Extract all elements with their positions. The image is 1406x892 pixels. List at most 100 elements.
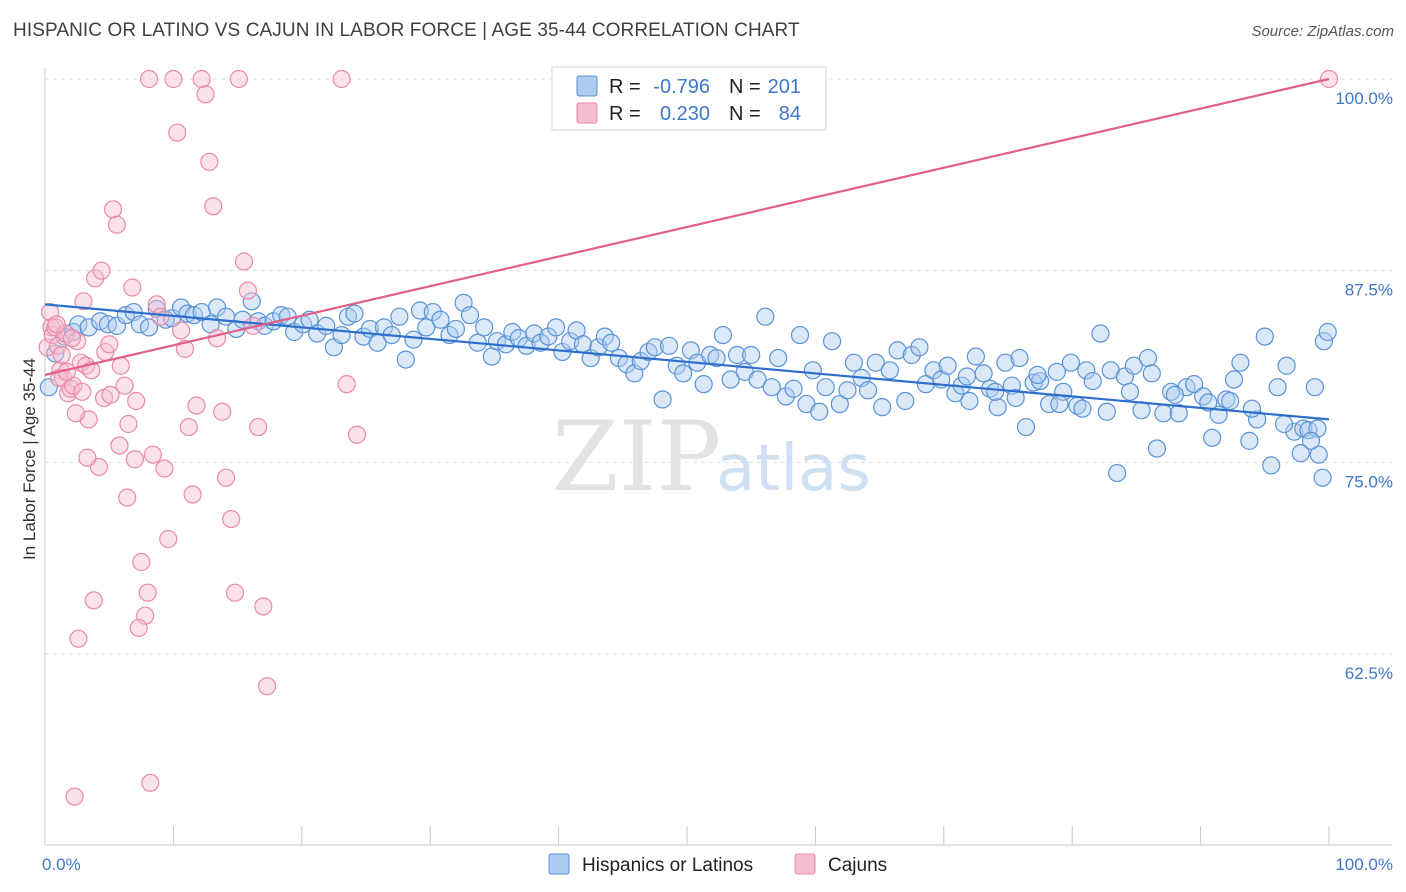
- cajuns-point: [100, 335, 119, 354]
- hispanics-point: [659, 336, 679, 355]
- cajuns-point: [155, 459, 174, 478]
- hispanics-point: [910, 338, 929, 357]
- hispanics-point: [721, 370, 740, 389]
- cajuns-point: [249, 417, 268, 437]
- hispanics-point: [960, 391, 979, 411]
- watermark-atlas: atlas: [716, 432, 871, 506]
- hispanics-point: [803, 361, 822, 380]
- hispanics-point: [1242, 399, 1262, 418]
- bottom-legend: Hispanics or Latinos Cajuns: [548, 853, 887, 876]
- cajuns-point: [47, 315, 66, 334]
- hispanics-point: [1047, 362, 1066, 381]
- hispanics-point: [1124, 356, 1143, 375]
- hispanics-point: [1120, 382, 1140, 401]
- series-cajuns-points: [38, 69, 1339, 806]
- cajuns-point: [151, 307, 170, 326]
- cajuns-point: [204, 197, 223, 216]
- hispanics-point: [1061, 353, 1081, 372]
- hispanics-point: [374, 318, 394, 337]
- hispanics-point: [830, 394, 849, 414]
- cajuns-point: [216, 468, 236, 487]
- hispanics-point: [639, 342, 658, 362]
- x-tick-labels: 0.0% 100.0%: [42, 855, 1393, 874]
- hispanics-point: [482, 347, 501, 366]
- hispanics-point: [1132, 401, 1151, 420]
- hispanics-point: [784, 379, 803, 398]
- hispanics-point: [460, 306, 480, 325]
- hispanics-point: [345, 304, 364, 323]
- hispanics-point: [996, 353, 1015, 372]
- cajuns-point: [123, 278, 142, 297]
- cajuns-point: [62, 329, 82, 348]
- cajuns-point: [125, 450, 144, 469]
- cajuns-point: [65, 787, 84, 806]
- cajuns-point: [84, 591, 103, 610]
- hispanics-point: [1221, 391, 1240, 411]
- hispanics-point: [986, 382, 1005, 401]
- cajuns-point: [107, 215, 127, 234]
- cajuns-point: [66, 404, 85, 423]
- cajuns-point: [225, 583, 245, 602]
- legend-n-value-0: 201: [768, 76, 801, 98]
- hispanics-point: [1318, 322, 1337, 342]
- hispanics-point: [1301, 431, 1321, 450]
- hispanics-point: [390, 307, 409, 326]
- chart-source: Source: ZipAtlas.com: [1251, 23, 1394, 40]
- cajuns-point: [347, 425, 367, 444]
- cajuns-point: [74, 292, 93, 311]
- cajuns-point: [200, 152, 219, 171]
- hispanics-point: [1165, 385, 1185, 404]
- hispanics-point: [1199, 393, 1218, 412]
- hispanics-point: [873, 398, 892, 417]
- legend-r-label-0: R =: [609, 76, 641, 98]
- hispanics-point: [1077, 361, 1096, 380]
- hispanics-point: [475, 318, 494, 337]
- cajuns-point: [196, 85, 215, 104]
- hispanics-point: [332, 325, 351, 345]
- hispanics-point: [653, 390, 672, 409]
- hispanics-point: [1231, 353, 1250, 372]
- bottom-legend-hispanics: Hispanics or Latinos: [582, 855, 753, 876]
- y-tick-label: 62.5%: [1345, 664, 1393, 683]
- y-tick-label: 100.0%: [1335, 89, 1393, 108]
- cajuns-point: [139, 69, 159, 89]
- hispanics-point: [423, 302, 442, 322]
- hispanics-point: [396, 350, 415, 369]
- hispanics-point: [742, 345, 761, 365]
- hispanics-point: [938, 356, 957, 375]
- cajuns-point: [238, 281, 257, 300]
- hispanics-point: [896, 391, 915, 411]
- hispanics-point: [816, 378, 835, 397]
- x-tick-label: 100.0%: [1335, 855, 1393, 874]
- hispanics-point: [707, 348, 726, 368]
- hispanics-point: [790, 325, 810, 345]
- hispanics-point: [1247, 410, 1267, 429]
- bottom-legend-swatch-pink: [794, 853, 816, 875]
- cajuns-point: [332, 69, 351, 89]
- hispanics-point: [966, 347, 986, 366]
- cajuns-point: [164, 69, 183, 89]
- cajuns-point: [67, 332, 87, 351]
- hispanics-point: [1039, 394, 1059, 414]
- hispanics-point: [902, 345, 921, 365]
- hispanics-point: [1016, 417, 1036, 437]
- hispanics-point: [1314, 332, 1333, 351]
- hispanics-point: [1291, 444, 1310, 463]
- cajuns-point: [92, 261, 111, 280]
- hispanics-point: [139, 318, 159, 337]
- hispanics-point: [1138, 348, 1158, 368]
- hispanics-point: [525, 324, 544, 343]
- hispanics-point: [858, 381, 878, 400]
- hispanics-point: [866, 353, 885, 372]
- cajuns-point: [172, 321, 191, 340]
- cajuns-point: [69, 629, 88, 648]
- x-tick-label: 0.0%: [42, 855, 81, 874]
- hispanics-point: [602, 333, 621, 352]
- hispanics-point: [1277, 356, 1296, 375]
- cajuns-point: [118, 488, 137, 507]
- hispanics-point: [1147, 439, 1167, 458]
- cajuns-point: [192, 69, 211, 89]
- hispanics-point: [1313, 468, 1332, 487]
- cajuns-point: [183, 485, 202, 504]
